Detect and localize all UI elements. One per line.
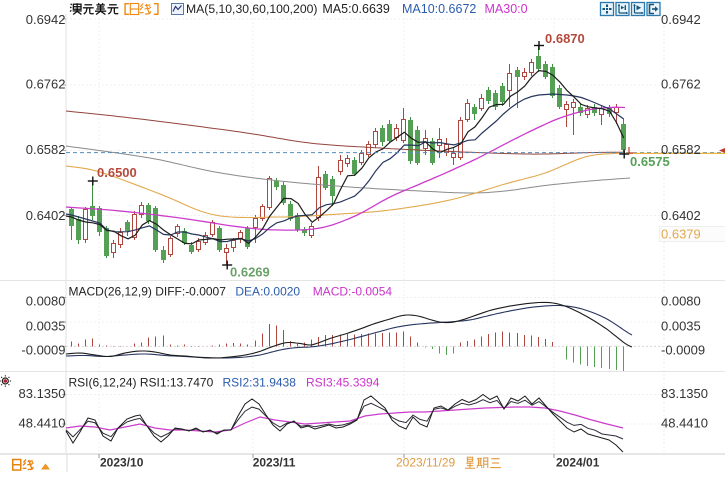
svg-text:-0.0009: -0.0009 <box>21 342 65 357</box>
svg-text:MA5:0.6639: MA5:0.6639 <box>322 2 389 16</box>
svg-text:MACD(26,12,9) DIFF:-0.0007: MACD(26,12,9) DIFF:-0.0007 <box>69 285 227 299</box>
svg-text:RSI3:45.3394: RSI3:45.3394 <box>306 376 380 390</box>
svg-text:MA(5,10,30,60,100,200): MA(5,10,30,60,100,200) <box>186 2 317 16</box>
svg-text:DEA:0.0020: DEA:0.0020 <box>235 285 300 299</box>
svg-text:0.0080: 0.0080 <box>26 293 66 308</box>
svg-text:0.6402: 0.6402 <box>661 208 701 223</box>
svg-text:RSI2:31.9438: RSI2:31.9438 <box>223 376 297 390</box>
svg-text:2023/11/29: 2023/11/29 <box>396 456 455 470</box>
svg-text:0.0035: 0.0035 <box>661 319 701 334</box>
svg-text:-0.0009: -0.0009 <box>661 342 705 357</box>
svg-text:2023/11: 2023/11 <box>253 456 296 470</box>
svg-text:2024/01: 2024/01 <box>556 456 600 470</box>
svg-text:0.6402: 0.6402 <box>26 208 66 223</box>
svg-text:MACD:-0.0054: MACD:-0.0054 <box>313 285 393 299</box>
svg-text:0.0035: 0.0035 <box>26 319 66 334</box>
svg-text:2023/10: 2023/10 <box>100 456 144 470</box>
svg-text:0.6870: 0.6870 <box>545 31 585 46</box>
svg-text:83.1350: 83.1350 <box>19 386 66 401</box>
svg-text:48.4410: 48.4410 <box>19 416 66 431</box>
svg-text:RSI(6,12,24) RSI1:13.7470: RSI(6,12,24) RSI1:13.7470 <box>69 376 214 390</box>
svg-text:83.1350: 83.1350 <box>661 386 708 401</box>
svg-text:0.6762: 0.6762 <box>26 77 66 92</box>
svg-text:0.6582: 0.6582 <box>26 142 66 157</box>
svg-text:0.6269: 0.6269 <box>230 265 270 280</box>
svg-text:MA10:0.6672: MA10:0.6672 <box>402 2 476 16</box>
svg-text:0.6942: 0.6942 <box>26 12 66 27</box>
svg-text:0.6582: 0.6582 <box>661 142 701 157</box>
svg-text:48.4410: 48.4410 <box>661 416 708 431</box>
svg-text:0.6942: 0.6942 <box>661 12 701 27</box>
svg-text:0.6379: 0.6379 <box>661 226 701 241</box>
svg-text:MA30:0: MA30:0 <box>485 2 528 16</box>
svg-text:0.6500: 0.6500 <box>97 165 137 180</box>
svg-text:0.0080: 0.0080 <box>661 293 701 308</box>
svg-text:0.6762: 0.6762 <box>661 77 701 92</box>
